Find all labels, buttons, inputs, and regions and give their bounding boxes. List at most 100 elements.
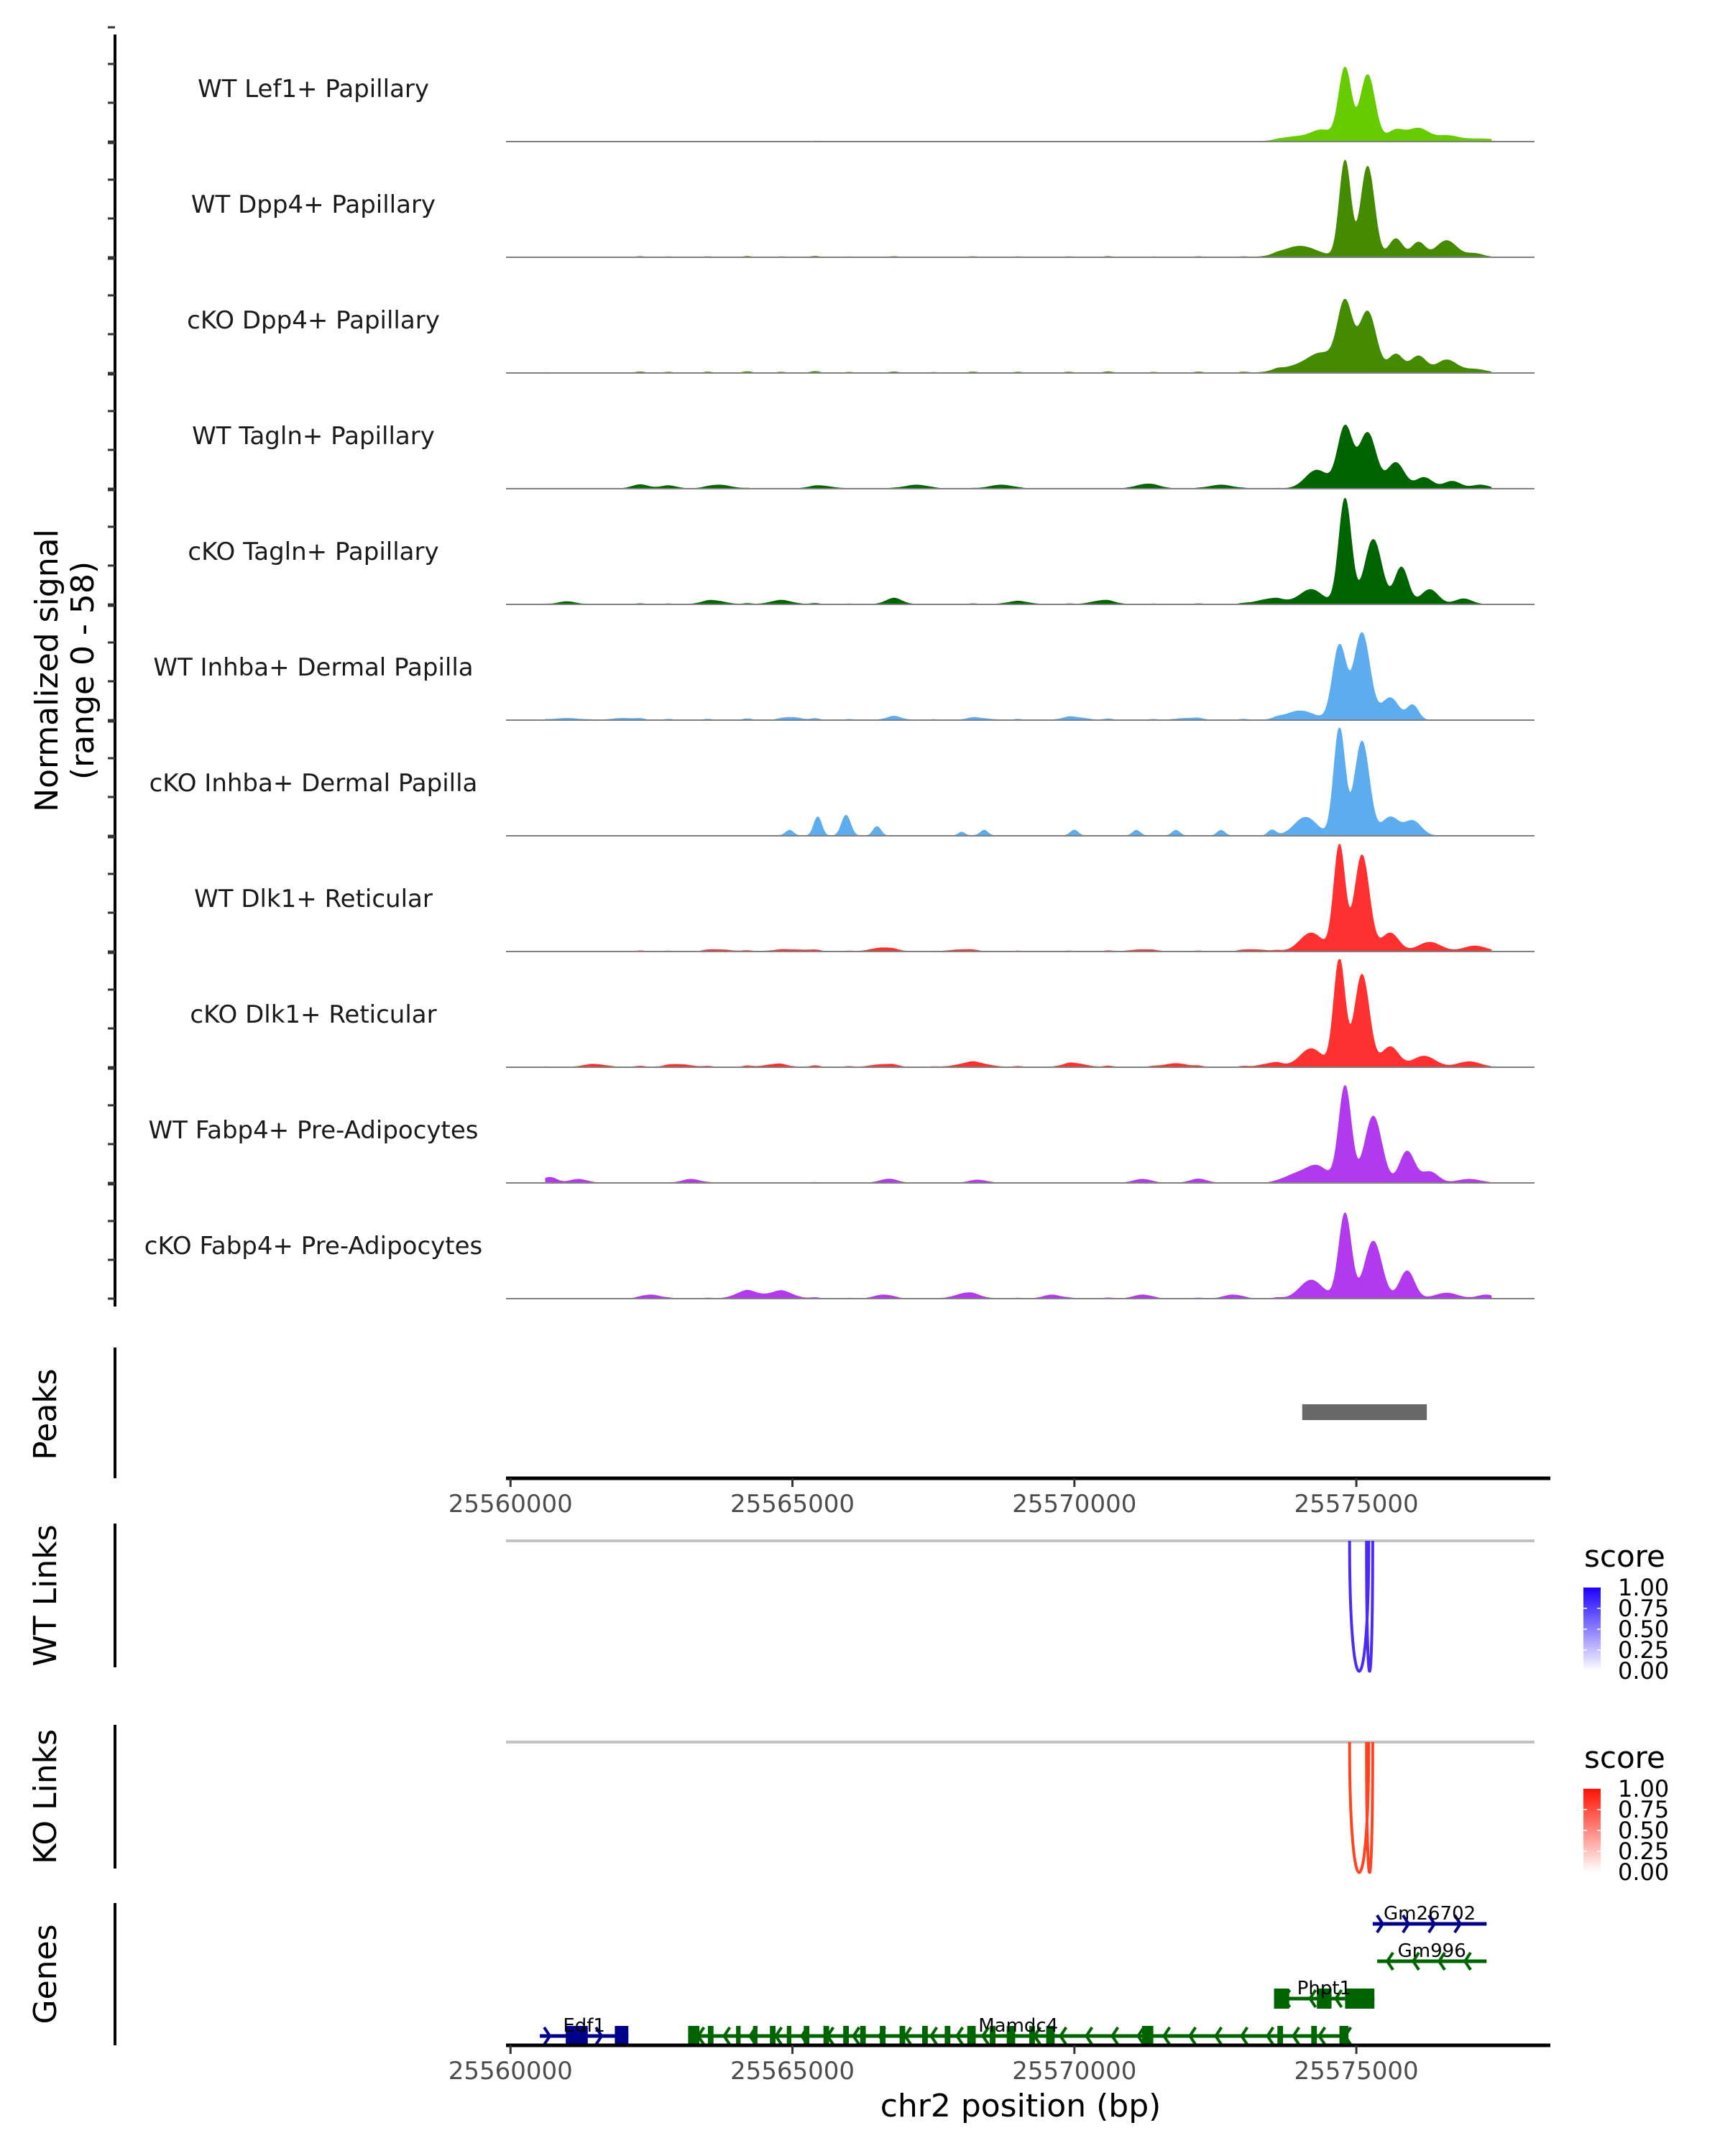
gene-exon — [753, 2026, 758, 2046]
coverage-area — [545, 959, 1493, 1068]
x-axis-mid-tick-label: 25575000 — [1294, 1490, 1419, 1519]
gene-exon — [944, 2026, 951, 2046]
genes-track: Edf1 Mamdc4 Phpt1 Gm996 Gm26702 — [540, 1903, 1487, 2046]
gene-exon — [1345, 1989, 1375, 2009]
strand-arrow — [594, 2026, 604, 2046]
legend-title: score — [1584, 1740, 1665, 1775]
gene-exon — [1311, 2026, 1317, 2046]
coverage-area — [545, 497, 1492, 605]
strand-arrow — [543, 2026, 552, 2046]
strand-arrow — [1385, 1951, 1394, 1971]
coverage-track: cKO Inhba+ Dermal Papilla — [150, 727, 1535, 837]
strand-arrow — [1136, 2026, 1146, 2046]
strand-arrow — [1308, 1989, 1317, 2009]
coverage-track-label: cKO Dpp4+ Papillary — [187, 306, 440, 335]
gene-exon — [770, 2026, 776, 2046]
gene-label: Gm26702 — [1384, 1903, 1476, 1925]
gene-exon — [921, 2026, 928, 2046]
coverage-y-axis-title: Normalized signal — [29, 529, 65, 812]
gene-exon — [736, 2026, 741, 2046]
gene-model: Mamdc4 — [688, 2015, 1353, 2046]
gene-exon — [1141, 2026, 1154, 2046]
strand-arrow — [1411, 1951, 1420, 1971]
coverage-track: WT Dpp4+ Papillary — [191, 160, 1535, 258]
strand-arrow — [955, 2026, 965, 2046]
strand-arrow — [1085, 2026, 1094, 2046]
genes-track-label: Genes — [27, 1924, 64, 2024]
strand-arrow — [722, 2026, 732, 2046]
gene-exon — [899, 2026, 906, 2046]
strand-arrow — [1334, 1989, 1343, 2009]
strand-arrow — [1437, 1951, 1446, 1971]
links-track-label: KO Links — [27, 1729, 64, 1864]
legend-label: 1.00 — [1618, 1574, 1669, 1601]
gene-exon — [615, 2026, 629, 2046]
coverage-y-ticks — [108, 26, 115, 1300]
x-axis-title: chr2 position (bp) — [880, 2088, 1162, 2124]
coverage-track-label: WT Tagln+ Papillary — [192, 422, 435, 451]
gene-exon — [707, 2026, 714, 2046]
coverage-track: cKO Fabp4+ Pre-Adipocytes — [144, 1212, 1535, 1299]
gene-exon — [688, 2026, 700, 2046]
legend-label: 0.00 — [1618, 1657, 1669, 1685]
gene-label: Gm996 — [1398, 1940, 1466, 1962]
strand-arrow — [852, 2026, 861, 2046]
legend-label: 0.75 — [1618, 1595, 1669, 1622]
legend-label: 0.25 — [1618, 1636, 1669, 1664]
gene-exon — [880, 2026, 886, 2046]
coverage-area — [545, 160, 1493, 258]
coverage-track-label: cKO Inhba+ Dermal Papilla — [150, 769, 478, 798]
gene-exon — [1029, 2026, 1035, 2046]
gene-exon — [1317, 1989, 1332, 2009]
gene-exon — [823, 2026, 829, 2046]
gene-model: Gm996 — [1377, 1940, 1487, 1971]
gene-label: Phpt1 — [1297, 1978, 1351, 1999]
gene-exon — [860, 2026, 866, 2046]
coverage-area — [545, 298, 1492, 374]
gene-model: Phpt1 — [1274, 1978, 1375, 2009]
gene-exon — [786, 2026, 791, 2046]
legend-label: 1.00 — [1618, 1775, 1669, 1802]
x-axis-mid-tick-label: 25565000 — [730, 1490, 855, 1519]
legend-label: 0.00 — [1618, 1858, 1669, 1886]
coverage-track-label: WT Lef1+ Papillary — [198, 75, 429, 103]
strand-arrow — [1110, 2026, 1120, 2046]
x-axis-bottom-tick-label: 25565000 — [730, 2057, 855, 2086]
coverage-area — [545, 66, 1492, 142]
peaks-track — [1302, 1404, 1427, 1420]
gene-exon — [1339, 2026, 1349, 2046]
link-arc — [1365, 1540, 1374, 1673]
gene-exon — [1277, 2026, 1284, 2046]
gene-exon — [566, 2026, 588, 2046]
x-axis-bottom-tick-label: 25560000 — [448, 2057, 573, 2086]
x-axis-bottom-tick-label: 25575000 — [1294, 2057, 1419, 2086]
coverage-track: WT Inhba+ Dermal Papilla — [153, 632, 1535, 721]
strand-arrow — [981, 2026, 990, 2046]
links-track-label: WT Links — [27, 1524, 64, 1666]
strand-arrow — [1376, 1914, 1385, 1934]
coverage-tracks: WT Lef1+ Papillary WT Dpp4+ Papillary cKO … — [144, 66, 1535, 1299]
strand-arrow — [1292, 2026, 1301, 2046]
strand-arrow — [1402, 1914, 1411, 1934]
gene-exon — [1046, 2026, 1055, 2046]
gene-exon — [804, 2026, 810, 2046]
coverage-area — [545, 1084, 1493, 1184]
strand-arrow — [929, 2026, 939, 2046]
gene-label: Edf1 — [563, 2015, 605, 2037]
strand-arrow — [1266, 2026, 1275, 2046]
coverage-track-label: WT Dpp4+ Papillary — [191, 190, 436, 219]
legend-title: score — [1584, 1539, 1665, 1574]
coverage-track: WT Fabp4+ Pre-Adipocytes — [149, 1084, 1535, 1184]
coverage-track-label: cKO Fabp4+ Pre-Adipocytes — [144, 1232, 483, 1261]
x-axis-mid-tick-label: 25560000 — [448, 1490, 573, 1519]
strand-arrow — [1188, 2026, 1197, 2046]
strand-arrow — [1214, 2026, 1223, 2046]
coverage-track: cKO Tagln+ Papillary — [188, 497, 1535, 605]
coverage-y-axis-subtitle: (range 0 - 58) — [65, 561, 101, 780]
coverage-track-label: cKO Dlk1+ Reticular — [190, 1000, 436, 1029]
